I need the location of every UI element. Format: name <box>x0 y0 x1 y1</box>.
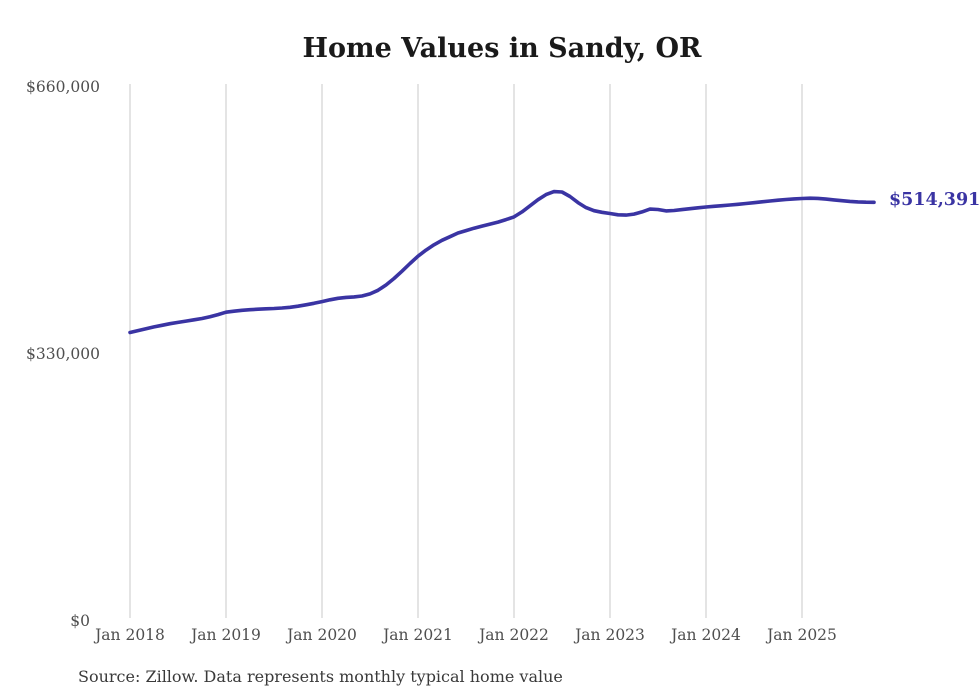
x-axis-tick-labels: Jan 2018 Jan 2019 Jan 2020 Jan 2021 Jan 2022… <box>93 626 837 644</box>
x-tick-label-jan-2023: Jan 2023 <box>573 626 645 644</box>
x-tick-label-jan-2024: Jan 2024 <box>669 626 741 644</box>
y-tick-label-660000: $660,000 <box>26 78 100 96</box>
x-tick-label-jan-2022: Jan 2022 <box>477 626 549 644</box>
x-tick-label-jan-2020: Jan 2020 <box>285 626 357 644</box>
chart-title: Home Values in Sandy, OR <box>303 33 703 64</box>
x-tick-label-jan-2025: Jan 2025 <box>765 626 837 644</box>
y-tick-label-330000: $330,000 <box>26 345 100 363</box>
source-note: Source: Zillow. Data represents monthly … <box>78 667 563 686</box>
latest-value-label: $514,391 <box>889 190 980 210</box>
x-tick-label-jan-2021: Jan 2021 <box>381 626 453 644</box>
home-value-line-series <box>128 189 876 335</box>
x-tick-label-jan-2018: Jan 2018 <box>93 626 165 644</box>
y-tick-label-0: $0 <box>70 612 90 630</box>
x-tick-label-jan-2019: Jan 2019 <box>189 626 261 644</box>
vertical-gridlines <box>129 84 803 618</box>
